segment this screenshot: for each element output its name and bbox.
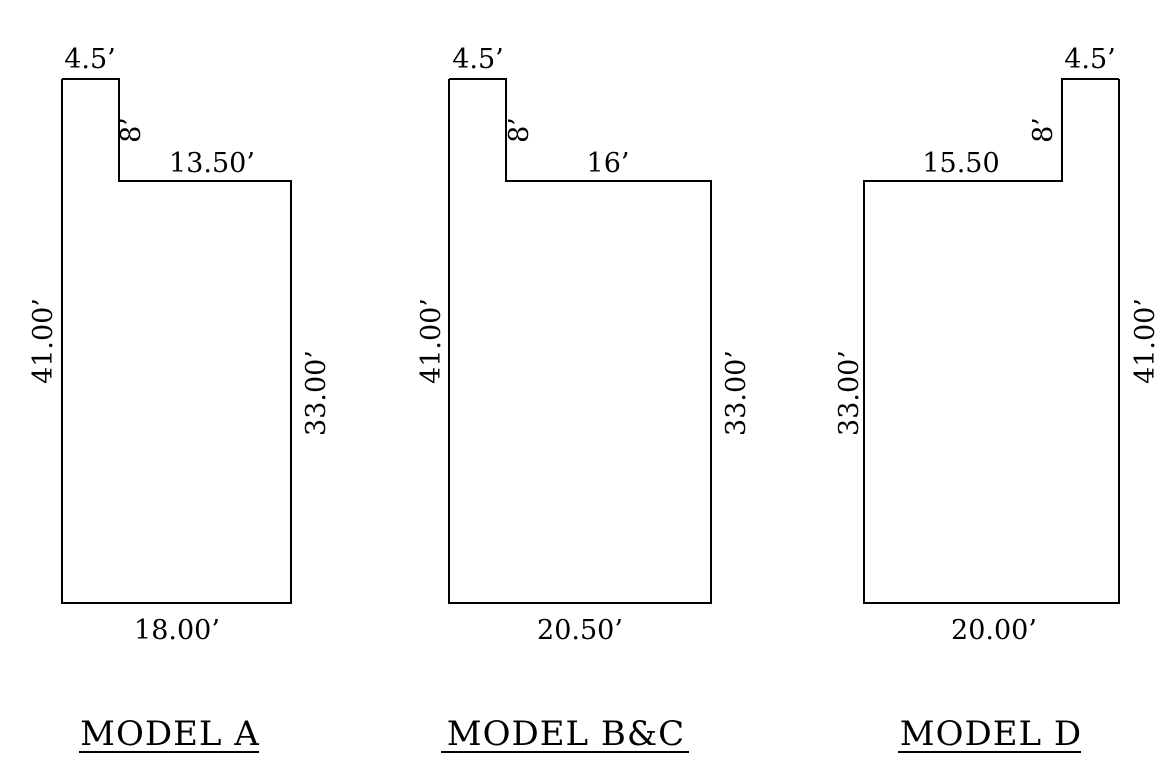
model-a-top-step-label: 13.50’ <box>169 148 255 179</box>
model-d-plan: 4.5’ 8’ 15.50 33.00’ 41.00’ 20.00’ MODEL… <box>834 44 1161 754</box>
model-bc-plan: 4.5’ 8’ 16’ 41.00’ 33.00’ 20.50’ MODEL B… <box>416 44 752 754</box>
model-a-left-side-label: 41.00’ <box>28 298 59 384</box>
model-d-outline <box>863 78 1120 604</box>
model-a-right-side-label: 33.00’ <box>301 350 332 436</box>
model-a-outline <box>61 78 292 604</box>
model-d-notch-width-label: 4.5’ <box>1064 44 1116 75</box>
model-d-right-side-label: 41.00’ <box>1130 298 1161 384</box>
model-bc-notch-width-label: 4.5’ <box>452 44 504 75</box>
model-a-plan: 4.5’ 8’ 13.50’ 41.00’ 33.00’ 18.00’ MODE… <box>28 44 332 754</box>
model-bc-bottom-label: 20.50’ <box>537 615 623 646</box>
model-a-notch-width-label: 4.5’ <box>64 44 116 75</box>
model-bc-outline <box>448 78 712 604</box>
model-bc-notch-depth-label: 8’ <box>504 117 535 143</box>
model-d-title: MODEL D <box>900 714 1082 754</box>
model-bc-right-side-label: 33.00’ <box>721 350 752 436</box>
model-d-bottom-label: 20.00’ <box>951 615 1037 646</box>
model-d-top-step-label: 15.50 <box>922 148 999 179</box>
model-d-notch-depth-label: 8’ <box>1028 117 1059 143</box>
model-a-notch-depth-label: 8’ <box>116 117 147 143</box>
model-bc-title: MODEL B&C <box>447 714 685 754</box>
model-d-left-side-label: 33.00’ <box>834 350 865 436</box>
model-a-bottom-label: 18.00’ <box>134 615 220 646</box>
model-bc-left-side-label: 41.00’ <box>416 298 447 384</box>
model-a-title: MODEL A <box>80 714 260 754</box>
model-bc-top-step-label: 16’ <box>587 148 630 179</box>
